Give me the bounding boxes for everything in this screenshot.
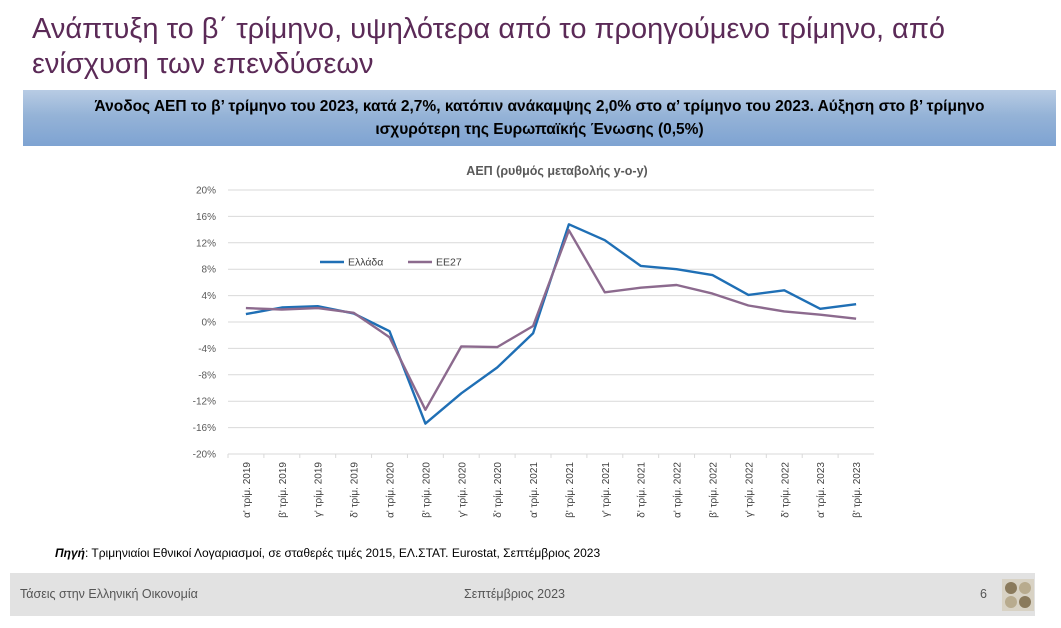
x-tick-label: δ' τρίμ. 2022 [779,462,791,518]
y-tick-label: -16% [193,423,216,434]
x-tick-label: δ' τρίμ. 2021 [636,462,648,518]
x-tick-label: α' τρίμ. 2022 [672,462,684,518]
y-tick-label: -20% [193,450,216,461]
x-tick-label: γ' τρίμ. 2022 [743,462,755,518]
y-tick-label: 4% [202,291,217,302]
y-tick-label: -4% [198,344,216,355]
chart-title: ΑΕΠ (ρυθμός μεταβολής y-o-y) [466,164,647,178]
y-tick-label: 16% [196,212,216,223]
gdp-chart-svg: ΑΕΠ (ρυθμός μεταβολής y-o-y) 20% 16% 12% 8% 4… [193,164,874,518]
footer-title: Τάσεις στην Ελληνική Οικονομία [20,587,198,601]
source-note: Πηγή: Τριμηνιαίοι Εθνικοί Λογαριασμοί, σ… [55,546,600,560]
x-tick-label: α' τρίμ. 2021 [528,462,540,518]
x-tick-label: γ' τρίμ. 2021 [600,462,612,518]
footer: Τάσεις στην Ελληνική Οικονομία Σεπτέμβρι… [10,573,1035,616]
y-tick-label: -12% [193,397,216,408]
y-tick-label: -8% [198,370,216,381]
source-label: Πηγή [55,546,85,560]
x-tick-label: α' τρίμ. 2023 [815,462,827,518]
y-tick-label: 0% [202,318,217,329]
slide-title: Ανάπτυξη το β΄ τρίμηνο, υψηλότερα από το… [32,13,945,80]
x-tick-label: α' τρίμ. 2020 [385,462,397,518]
x-tick-label: α' τρίμ. 2019 [241,462,253,518]
x-tick-label: γ' τρίμ. 2020 [456,462,468,518]
x-tick-label: δ' τρίμ. 2019 [349,462,361,518]
series-line-1 [245,229,857,412]
y-tick-label: 20% [196,186,216,197]
x-tick-label: β' τρίμ. 2023 [851,462,863,518]
x-tick-label: δ' τρίμ. 2020 [492,462,504,518]
legend-label-0: Ελλάδα [348,257,383,269]
page-number: 6 [980,587,987,601]
gdp-chart: ΑΕΠ (ρυθμός μεταβολής y-o-y) 20% 16% 12% 8% 4… [180,158,880,538]
x-tick-label: γ' τρίμ. 2019 [313,462,325,518]
x-tick-label: β' τρίμ. 2022 [708,462,720,518]
headline-banner: Άνοδος ΑΕΠ το β’ τρίμηνο του 2023, κατά … [23,90,1056,146]
y-tick-label: 12% [196,238,216,249]
iobe-logo-icon [1002,579,1034,611]
series-line-0 [245,223,857,425]
y-tick-label: 8% [202,265,217,276]
footer-date: Σεπτέμβριος 2023 [464,587,565,601]
x-tick-label: β' τρίμ. 2019 [277,462,289,518]
x-tick-label: β' τρίμ. 2021 [564,462,576,518]
x-tick-label: β' τρίμ. 2020 [420,462,432,518]
legend-label-1: ΕΕ27 [436,257,462,269]
source-text: : Τριμηνιαίοι Εθνικοί Λογαριασμοί, σε στ… [84,546,601,560]
